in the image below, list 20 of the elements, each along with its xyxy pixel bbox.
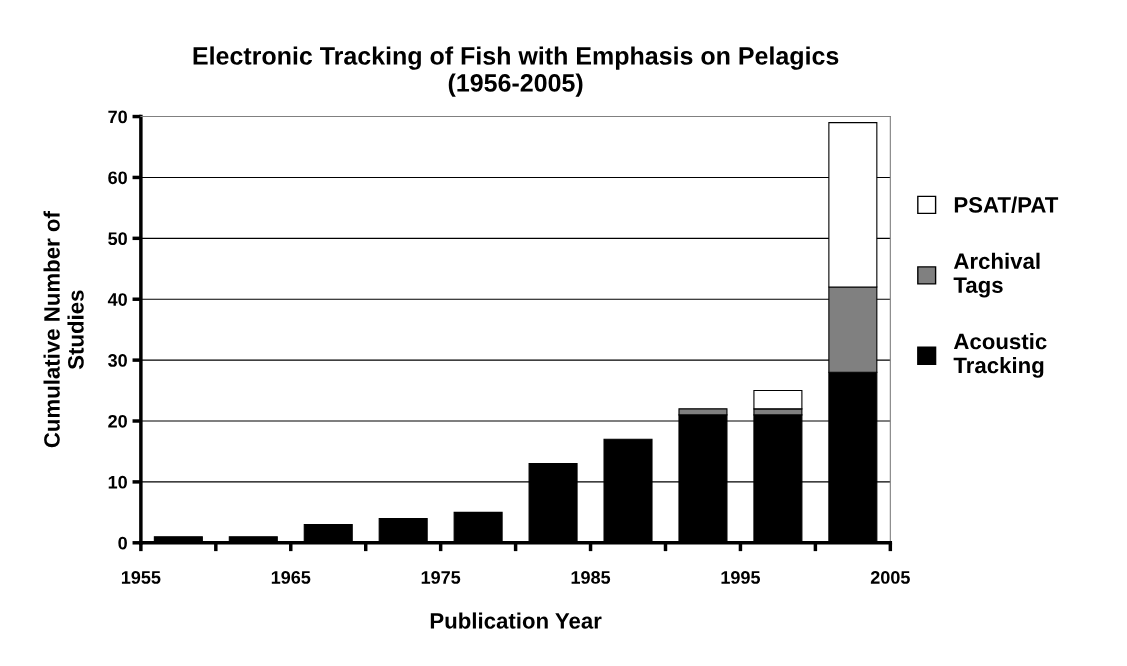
y-tick-label: 50 (108, 232, 127, 246)
x-axis-title: Publication Year (430, 612, 602, 629)
y-tick-label: 70 (108, 110, 127, 124)
legend-label: PSAT/PAT (954, 196, 1059, 213)
y-tick-label: 30 (108, 354, 127, 367)
y-tick-label: 20 (108, 414, 127, 428)
y-axis-title: Cumulative Number of Studies (43, 211, 84, 448)
chart-title: Electronic Tracking of Fish with Emphasis on Pelagics (1956-2005) (193, 46, 839, 97)
x-tick-label: 1955 (121, 571, 161, 584)
x-tick-label: 1975 (421, 571, 461, 584)
legend-label: Acoustic Tracking (953, 333, 1047, 378)
y-tick-label: 0 (118, 536, 127, 550)
x-tick-label: 1995 (721, 571, 761, 584)
x-tick-label: 1965 (271, 571, 311, 584)
x-tick-label: 2005 (870, 571, 910, 584)
y-tick-label: 40 (107, 293, 127, 306)
x-tick-label: 1985 (571, 571, 611, 584)
y-tick-label: 60 (108, 171, 127, 185)
y-tick-label: 10 (108, 475, 127, 489)
legend-label: Archival Tags (953, 252, 1040, 298)
